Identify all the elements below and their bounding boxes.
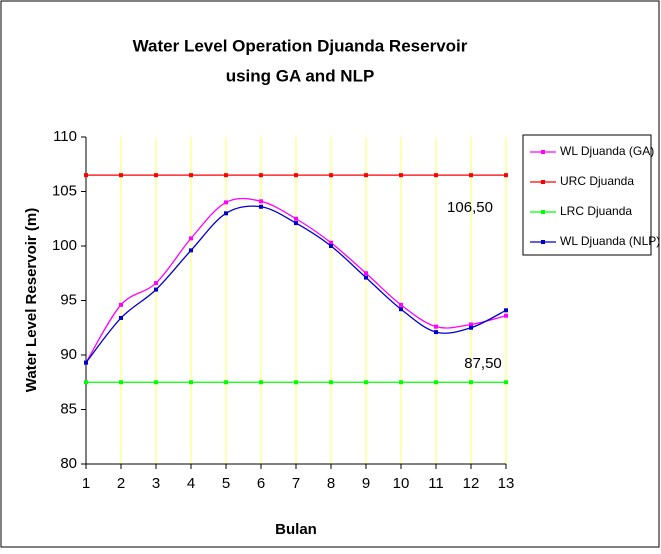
data-point <box>399 307 403 312</box>
data-point <box>189 173 193 178</box>
data-point <box>189 380 193 385</box>
data-point <box>224 173 228 178</box>
data-point <box>504 313 508 318</box>
data-point <box>329 380 333 385</box>
data-point <box>504 308 508 313</box>
x-tick-label: 4 <box>187 475 195 492</box>
data-point <box>364 271 368 276</box>
x-tick-label: 6 <box>257 475 265 492</box>
data-point <box>434 380 438 385</box>
data-point <box>294 380 298 385</box>
data-point <box>364 275 368 280</box>
data-point <box>84 360 88 365</box>
data-point <box>259 173 263 178</box>
data-point <box>399 173 403 178</box>
legend-label: URC Djuanda <box>560 174 634 188</box>
legend-box <box>522 134 652 256</box>
y-tick-label: 90 <box>60 346 77 363</box>
data-point <box>434 330 438 335</box>
x-tick-label: 9 <box>362 475 370 492</box>
data-point <box>469 325 473 330</box>
annotation: 87,50 <box>464 355 502 372</box>
data-point <box>119 315 123 320</box>
data-point <box>364 173 368 178</box>
data-point <box>469 380 473 385</box>
y-axis-title: Water Level Reservoir (m) <box>23 208 40 393</box>
data-point <box>469 173 473 178</box>
data-point <box>294 221 298 226</box>
data-point <box>154 281 158 286</box>
data-point <box>224 200 228 205</box>
data-point <box>329 240 333 245</box>
y-tick-label: 105 <box>52 182 77 199</box>
y-tick-label: 80 <box>60 455 77 472</box>
x-tick-label: 2 <box>117 475 125 492</box>
data-point <box>84 173 88 178</box>
data-point <box>504 380 508 385</box>
data-point <box>224 211 228 216</box>
data-point <box>259 199 263 204</box>
y-tick-label: 95 <box>60 291 77 308</box>
data-point <box>504 173 508 178</box>
x-tick-label: 12 <box>463 475 480 492</box>
x-tick-label: 5 <box>222 475 230 492</box>
data-point <box>119 380 123 385</box>
data-point <box>189 236 193 241</box>
x-tick-label: 11 <box>428 475 444 492</box>
y-tick-label: 85 <box>60 400 77 417</box>
x-axis-title: Bulan <box>275 521 317 538</box>
chart-subtitle: using GA and NLP <box>226 66 375 85</box>
x-tick-label: 7 <box>292 475 300 492</box>
legend-label: WL Djuanda (GA) <box>560 144 654 158</box>
legend-marker <box>541 210 545 214</box>
annotation: 106,50 <box>447 199 493 216</box>
y-tick-label: 110 <box>53 128 77 145</box>
data-point <box>154 287 158 292</box>
y-tick-label: 100 <box>52 237 77 254</box>
data-point <box>469 322 473 327</box>
x-tick-label: 10 <box>393 475 410 492</box>
legend-label: WL Djuanda (NLP) <box>560 234 660 248</box>
data-point <box>364 380 368 385</box>
data-point <box>329 173 333 178</box>
legend-label: LRC Djuanda <box>560 204 632 218</box>
legend-marker <box>541 180 545 184</box>
data-point <box>294 173 298 178</box>
data-point <box>189 248 193 253</box>
legend-marker <box>541 150 545 154</box>
data-point <box>154 380 158 385</box>
data-point <box>399 380 403 385</box>
data-point <box>329 244 333 248</box>
x-tick-label: 8 <box>327 475 335 492</box>
data-point <box>119 302 123 307</box>
data-point <box>259 380 263 385</box>
x-tick-label: 3 <box>152 475 160 492</box>
data-point <box>434 324 438 329</box>
data-point <box>119 173 123 178</box>
data-point <box>434 173 438 178</box>
data-point <box>84 380 88 385</box>
x-tick-label: 1 <box>82 475 90 492</box>
x-tick-label: 13 <box>498 475 515 492</box>
data-point <box>259 204 263 209</box>
data-point <box>399 302 403 307</box>
data-point <box>294 216 298 221</box>
data-point <box>154 173 158 178</box>
legend-marker <box>541 240 545 244</box>
chart-title: Water Level Operation Djuanda Reservoir <box>133 36 468 55</box>
data-point <box>224 380 228 385</box>
